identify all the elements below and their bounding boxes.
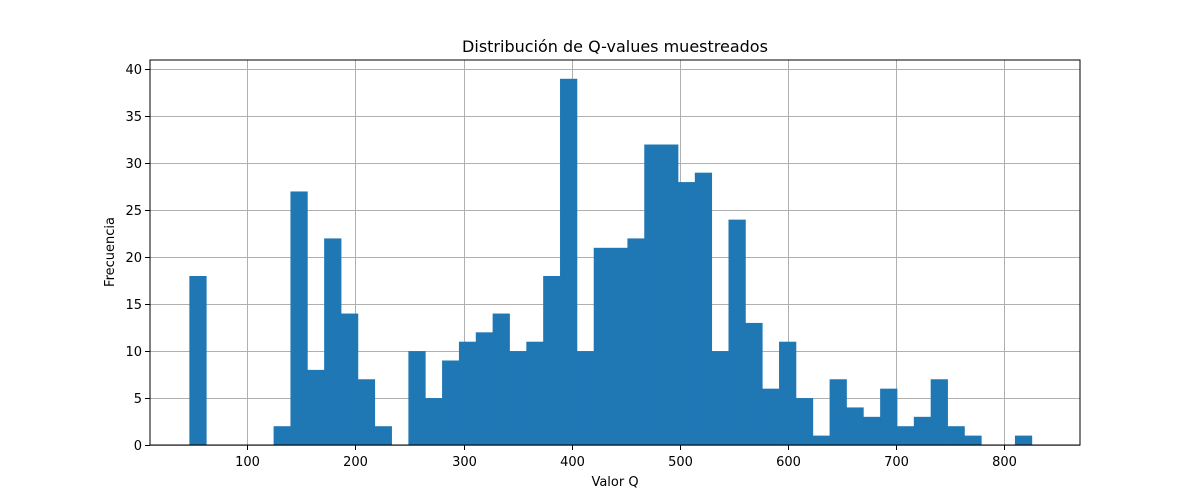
y-tick-label: 5 — [134, 392, 142, 407]
histogram-bar — [1014, 435, 1033, 445]
x-tick-label: 800 — [992, 455, 1017, 470]
histogram-bar — [964, 435, 982, 445]
histogram-bar — [745, 322, 763, 445]
bars — [189, 78, 1033, 445]
x-axis-label: Valor Q — [591, 475, 638, 490]
histogram-bar — [475, 332, 494, 445]
histogram-bar — [442, 360, 460, 445]
x-tick-label: 200 — [343, 455, 368, 470]
y-axis-label: Frecuencia — [103, 217, 118, 287]
x-tick-label: 700 — [884, 455, 909, 470]
y-tick-label: 25 — [125, 204, 142, 219]
histogram-bar — [863, 416, 881, 445]
histogram-bar — [509, 351, 527, 445]
histogram-bar — [593, 247, 611, 445]
histogram-bar — [340, 313, 359, 445]
histogram-bar — [526, 341, 544, 445]
histogram-bar — [812, 435, 830, 445]
histogram-bar — [576, 351, 595, 445]
histogram-bar — [324, 238, 342, 445]
histogram-bar — [408, 351, 426, 445]
y-tick-label: 20 — [125, 251, 142, 266]
histogram-bar — [425, 398, 443, 445]
y-tick-label: 35 — [125, 110, 142, 125]
histogram-bar — [913, 416, 932, 445]
histogram-bar — [896, 426, 915, 445]
histogram-bar — [627, 238, 645, 445]
histogram-bar — [880, 388, 898, 445]
y-tick-label: 10 — [125, 345, 142, 360]
histogram-bar — [728, 219, 746, 445]
histogram-bar — [290, 191, 308, 445]
histogram-bar — [677, 182, 696, 445]
histogram-bar — [694, 172, 713, 445]
histogram-bar — [374, 426, 392, 445]
histogram-bar — [492, 313, 510, 445]
x-tick-label: 400 — [560, 455, 585, 470]
y-tick-label: 0 — [134, 439, 142, 454]
histogram-bar — [273, 426, 291, 445]
y-tick-label: 40 — [125, 63, 142, 78]
histogram-bar — [560, 78, 578, 445]
histogram-bar — [930, 379, 948, 445]
histogram-bar — [711, 351, 729, 445]
x-tick-label: 500 — [668, 455, 693, 470]
y-tick-label: 15 — [125, 298, 142, 313]
histogram-bar — [762, 388, 780, 445]
x-tick-label: 600 — [776, 455, 801, 470]
x-tick-label: 100 — [235, 455, 260, 470]
histogram-bar — [189, 275, 207, 445]
histogram-bar — [661, 144, 679, 445]
histogram-bar — [610, 247, 628, 445]
histogram-bar — [795, 398, 814, 445]
x-tick-label: 300 — [452, 455, 477, 470]
y-tick-label: 30 — [125, 157, 142, 172]
axis-ticks: 100 200 300 400 500 600 700 800 0 5 10 15 20 25 30 35 40 — [125, 63, 1016, 470]
chart-title: Distribución de Q-values muestreados — [462, 37, 768, 56]
plot-frame — [149, 59, 1081, 446]
histogram-bar — [644, 144, 662, 445]
histogram-bar — [357, 379, 376, 445]
histogram-bar — [829, 379, 847, 445]
histogram-bar — [947, 426, 965, 445]
histogram-bar — [779, 341, 797, 445]
histogram-bar — [846, 407, 864, 445]
histogram-bar — [458, 341, 477, 445]
histogram-bar — [307, 369, 325, 445]
histogram-bar — [543, 275, 561, 445]
